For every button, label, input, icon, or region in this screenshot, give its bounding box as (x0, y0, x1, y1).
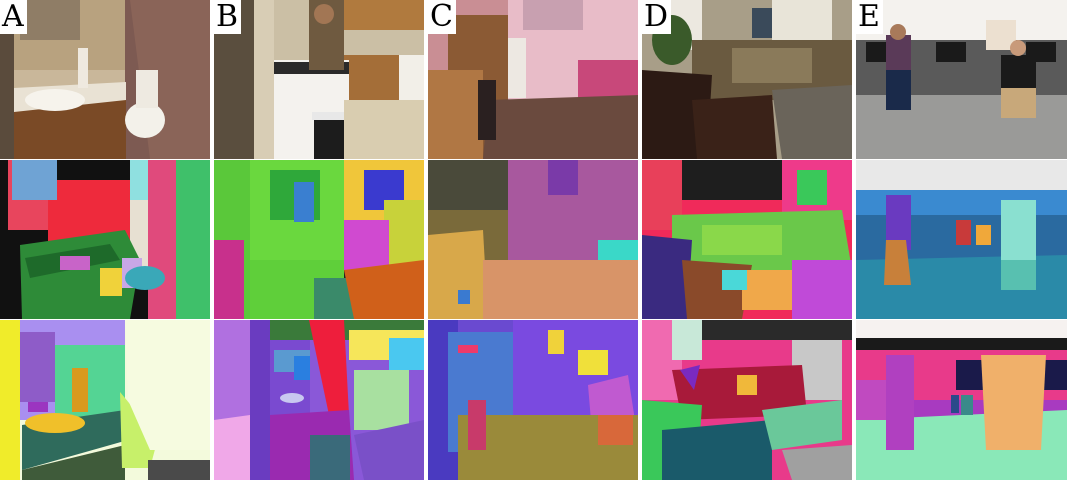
photo-pink-room: C (428, 0, 638, 159)
column-label-e: E (856, 0, 883, 34)
segmentation-predicted-a (0, 160, 210, 319)
segmentation-predicted-b (214, 160, 424, 319)
photo-living-room: D (642, 0, 852, 159)
segmentation-predicted-e (856, 160, 1067, 319)
segmentation-groundtruth-c (428, 320, 638, 480)
photo-bathroom: A (0, 0, 210, 159)
column-label-c: C (428, 0, 456, 34)
column-label-d: D (642, 0, 672, 34)
photo-office: E (856, 0, 1067, 159)
segmentation-groundtruth-a (0, 320, 210, 480)
column-label-a: A (0, 0, 27, 34)
photo-kitchen: B (214, 0, 424, 159)
segmentation-predicted-d (642, 160, 852, 319)
segmentation-groundtruth-d (642, 320, 852, 480)
segmentation-predicted-c (428, 160, 638, 319)
segmentation-groundtruth-b (214, 320, 424, 480)
segmentation-groundtruth-e (856, 320, 1067, 480)
column-label-b: B (214, 0, 242, 34)
